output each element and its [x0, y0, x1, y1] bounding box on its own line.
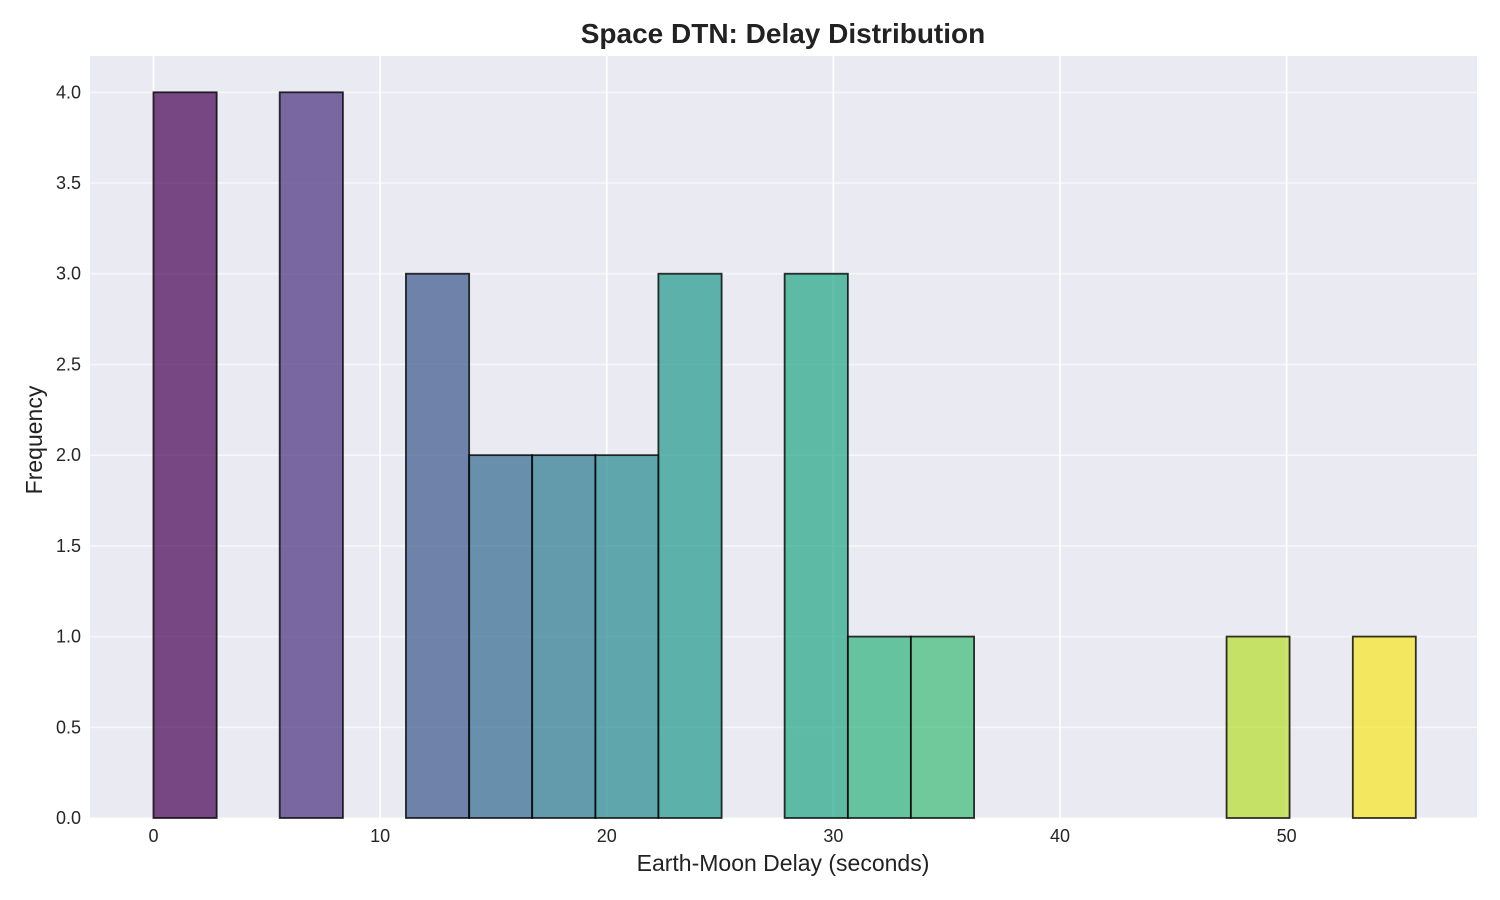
- y-tick-label: 0.0: [56, 808, 81, 828]
- bars: [152, 91, 1417, 819]
- histogram-bar: [657, 272, 723, 819]
- x-tick-label: 30: [823, 826, 843, 846]
- histogram-bar: [1225, 635, 1291, 819]
- y-tick-label: 2.0: [56, 445, 81, 465]
- x-axis-label: Earth-Moon Delay (seconds): [637, 850, 930, 876]
- x-tick-label: 20: [597, 826, 617, 846]
- x-tick-label: 40: [1050, 826, 1070, 846]
- y-tick-label: 4.0: [56, 82, 81, 102]
- tick-labels: 0 10 20 30 40 50 0.0 0.5 1.0 1.5 2.0 2.5 3.0 3.5 4.0: [56, 82, 1297, 846]
- histogram-bar: [468, 454, 534, 819]
- x-tick-label: 10: [370, 826, 390, 846]
- histogram-bar: [909, 635, 975, 819]
- histogram-bar: [278, 91, 344, 819]
- y-tick-label: 3.0: [56, 264, 81, 284]
- chart-title: Space DTN: Delay Distribution: [581, 18, 986, 49]
- y-tick-label: 3.5: [56, 173, 81, 193]
- histogram-bar: [1351, 635, 1417, 819]
- x-tick-label: 0: [148, 826, 158, 846]
- histogram-bar: [531, 454, 597, 819]
- histogram-bar: [783, 272, 849, 819]
- histogram-bar: [594, 454, 660, 819]
- x-tick-label: 50: [1277, 826, 1297, 846]
- histogram-bar: [152, 91, 218, 819]
- y-tick-label: 0.5: [56, 717, 81, 737]
- y-tick-label: 1.5: [56, 536, 81, 556]
- y-tick-label: 1.0: [56, 627, 81, 647]
- histogram-bar: [405, 272, 471, 819]
- histogram-bar: [846, 635, 912, 819]
- y-tick-label: 2.5: [56, 354, 81, 374]
- y-axis-label: Frequency: [21, 385, 47, 494]
